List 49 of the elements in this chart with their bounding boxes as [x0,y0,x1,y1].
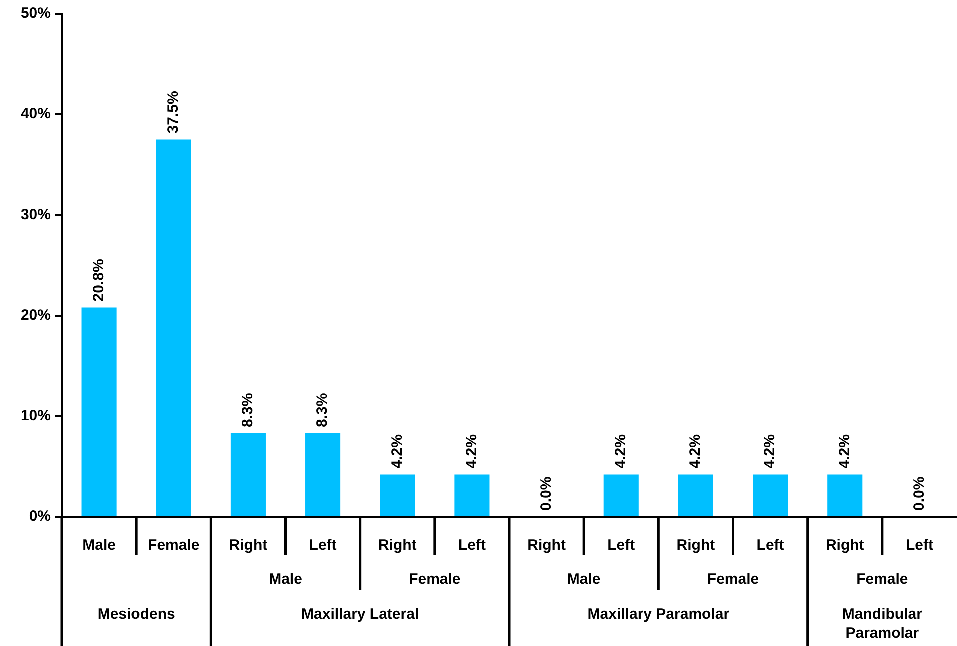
text: Male [567,571,601,588]
data-label: 4.2% [687,434,704,469]
bar [306,434,341,516]
text: Female [707,571,760,588]
y-tick-label: 0% [29,508,51,526]
data-label: 8.3% [240,393,257,428]
text: Maxillary Lateral [302,606,420,624]
x-tick-label: Right [676,537,716,554]
data-label: 4.2% [836,434,854,469]
y-tick-label: 30% [20,206,51,224]
data-label: 4.2% [463,434,480,469]
data-label: 37.5% [165,91,182,134]
text: Maxillary Paramolar [588,606,730,624]
text: Mesiodens [98,606,176,624]
x-tick-label: Female [148,537,200,554]
text: Female [409,571,461,588]
x-tick-label: Male [82,537,116,554]
bar [753,474,788,516]
x-tick-label: Right [229,537,268,554]
x-tick-label: Right [528,537,566,554]
x-tick-label: Left [309,537,337,554]
text: Female [856,571,908,588]
bar [156,140,192,516]
x-tick-label: Left [906,537,934,554]
bar [828,474,863,516]
x-tick-label: Left [458,537,486,554]
bar [678,474,714,516]
bar [230,434,266,516]
x-tick-label: Left [756,537,784,554]
data-label: 20.8% [90,259,108,302]
y-tick-label: 10% [20,408,51,425]
data-label: 4.2% [762,434,779,469]
data-label: 0.0% [538,476,555,511]
x-tick-label: Right [378,537,417,554]
text: Male [269,571,302,588]
y-tick-label: 40% [20,106,51,123]
data-label: 4.2% [612,434,630,469]
bar [454,474,490,516]
data-label: 8.3% [314,393,332,428]
x-tick-label: Right [826,537,864,554]
y-tick-label: 20% [20,306,51,324]
data-label: 4.2% [388,434,406,469]
bar [604,474,639,516]
bar [82,308,117,516]
bar [380,474,416,516]
y-tick-label: 50% [20,5,51,22]
text: Mandibular Paramolar [842,606,923,642]
x-tick-label: Left [608,537,636,554]
data-label: 0.0% [910,476,928,511]
